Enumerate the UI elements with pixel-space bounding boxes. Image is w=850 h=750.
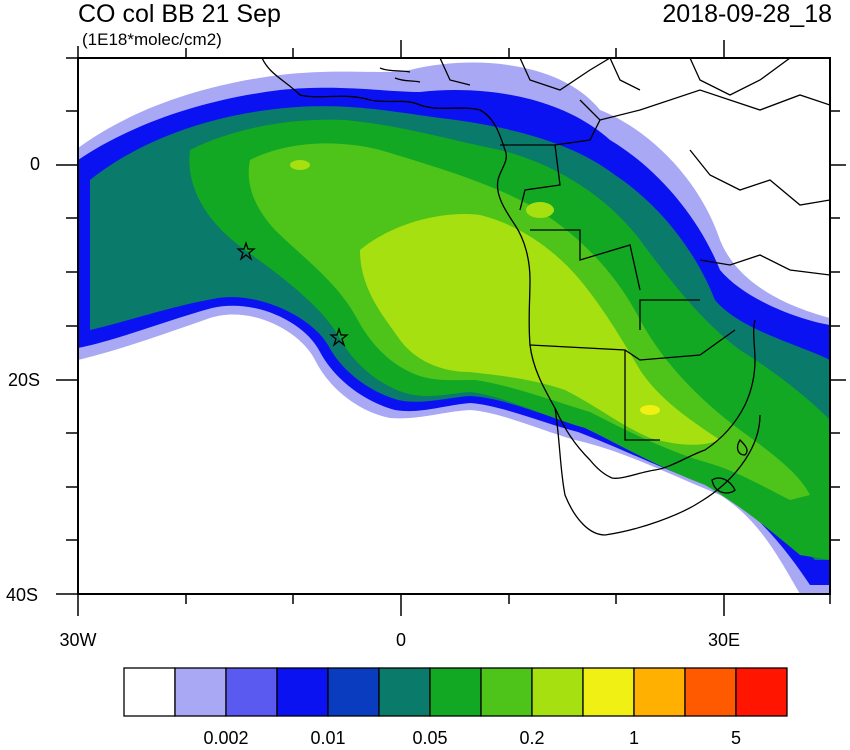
colorbar-swatch bbox=[225, 667, 278, 717]
plume-patch-1 bbox=[526, 202, 554, 218]
lon-label-30e: 30E bbox=[707, 630, 741, 650]
star-marker-2 bbox=[329, 326, 349, 347]
lon-label-30w: 30W bbox=[59, 630, 97, 650]
date-label: 2018-09-28_18 bbox=[662, 0, 832, 28]
star-marker-1 bbox=[236, 240, 256, 261]
co-plume-field bbox=[78, 58, 830, 594]
axis-ticks bbox=[56, 40, 846, 616]
colorbar-label: 0.002 bbox=[203, 728, 249, 748]
colorbar bbox=[123, 667, 788, 717]
colorbar-swatch bbox=[429, 667, 482, 717]
colorbar-swatch bbox=[276, 667, 329, 717]
colorbar-swatch bbox=[633, 667, 686, 717]
colorbar-swatch bbox=[735, 667, 788, 717]
colorbar-label: 0.05 bbox=[412, 728, 448, 748]
plume-patch-3 bbox=[290, 160, 310, 170]
colorbar-label: 1 bbox=[628, 728, 639, 748]
lat-label-0: 0 bbox=[29, 154, 40, 174]
colorbar-label: 0.2 bbox=[519, 728, 545, 748]
colorbar-swatch bbox=[123, 667, 176, 717]
colorbar-swatch bbox=[480, 667, 533, 717]
coastlines bbox=[261, 58, 830, 536]
colorbar-swatch bbox=[327, 667, 380, 717]
colorbar-label: 0.01 bbox=[310, 728, 346, 748]
plume-patch-2 bbox=[640, 405, 660, 415]
colorbar-swatch bbox=[378, 667, 431, 717]
colorbar-swatch bbox=[531, 667, 584, 717]
units-label: (1E18*molec/cm2) bbox=[82, 30, 222, 49]
plume-band-05 bbox=[360, 214, 720, 445]
colorbar-swatch bbox=[174, 667, 227, 717]
lat-label-20s: 20S bbox=[7, 370, 40, 390]
lon-label-0: 0 bbox=[395, 630, 406, 650]
lat-label-40s: 40S bbox=[5, 585, 38, 605]
colorbar-swatch bbox=[582, 667, 635, 717]
map-title: CO col BB 21 Sep bbox=[78, 0, 281, 28]
colorbar-swatch bbox=[684, 667, 737, 717]
colorbar-label: 5 bbox=[730, 728, 741, 748]
